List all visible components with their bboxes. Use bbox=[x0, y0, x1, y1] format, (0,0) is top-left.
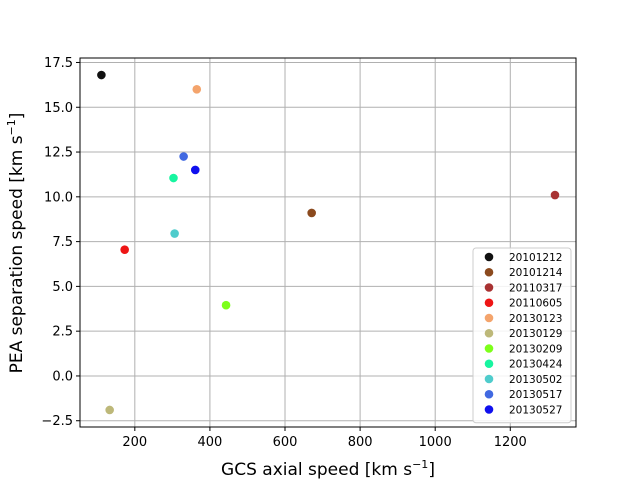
legend-entry: 20130424 bbox=[509, 359, 563, 371]
legend-marker bbox=[484, 374, 494, 384]
legend-marker bbox=[484, 252, 494, 262]
legend-entry: 20130502 bbox=[509, 374, 562, 386]
data-points bbox=[97, 70, 560, 415]
legend-marker bbox=[484, 359, 494, 369]
legend-marker bbox=[484, 298, 494, 308]
y-axis-label-end: ] bbox=[7, 113, 27, 120]
data-point-20110605 bbox=[120, 245, 129, 254]
x-axis-label-end: ] bbox=[428, 460, 435, 480]
legend-entry: 20101214 bbox=[509, 267, 563, 279]
y-tick-label: 7.5 bbox=[52, 235, 73, 250]
legend-marker bbox=[484, 267, 494, 277]
legend-marker bbox=[484, 389, 494, 399]
x-axis-ticks: 200 400 600 800 1000 1200 bbox=[122, 427, 527, 450]
y-tick-label: 10.0 bbox=[44, 190, 73, 205]
x-tick-label: 800 bbox=[348, 435, 373, 450]
legend-entry: 20130123 bbox=[509, 313, 562, 325]
legend-box bbox=[472, 247, 572, 424]
data-point-20101214 bbox=[307, 208, 316, 218]
legend-entry: 20110605 bbox=[509, 298, 562, 310]
x-tick-label: 1200 bbox=[494, 435, 527, 450]
legend-entry: 20130527 bbox=[509, 404, 562, 416]
x-tick-label: 1000 bbox=[419, 435, 452, 450]
legend-marker bbox=[484, 283, 494, 292]
legend-marker bbox=[484, 328, 494, 338]
y-tick-label: 2.5 bbox=[52, 325, 73, 340]
legend-entry: 20130209 bbox=[509, 343, 562, 355]
legend-marker bbox=[484, 313, 494, 323]
y-tick-label: 17.5 bbox=[44, 56, 73, 71]
legend-marker bbox=[484, 405, 494, 414]
data-point-20130129 bbox=[105, 405, 114, 415]
legend-entry: 20110317 bbox=[509, 282, 562, 294]
legend-entry: 20130129 bbox=[509, 328, 562, 340]
data-point-20130424 bbox=[169, 173, 178, 183]
x-axis-label-main: GCS axial speed [km s bbox=[221, 460, 412, 480]
y-tick-label: 5.0 bbox=[52, 280, 73, 295]
y-axis-label-sup: −1 bbox=[5, 119, 18, 135]
y-tick-label: 0.0 bbox=[52, 369, 73, 384]
data-point-20130517 bbox=[179, 152, 188, 161]
x-tick-label: 200 bbox=[122, 435, 147, 450]
legend-entry: 20101212 bbox=[509, 252, 562, 264]
y-axis-ticks: −2.5 0.0 2.5 5.0 7.5 10.0 12.5 15.0 17.5 bbox=[41, 56, 80, 429]
legend-marker bbox=[484, 344, 494, 353]
y-axis-label-main: PEA separation speed [km s bbox=[7, 135, 27, 373]
x-axis-label: GCS axial speed [km s−1] bbox=[221, 458, 435, 480]
y-tick-label: 12.5 bbox=[44, 146, 73, 161]
data-point-20130123 bbox=[192, 85, 202, 94]
grid-lines bbox=[80, 58, 576, 427]
x-axis-label-sup: −1 bbox=[412, 458, 428, 471]
data-point-20110317 bbox=[550, 190, 560, 200]
x-tick-label: 400 bbox=[197, 435, 222, 450]
legend: 20101212 20101214 20110317 20110605 20130123… bbox=[472, 247, 572, 424]
data-point-20130209 bbox=[221, 300, 231, 310]
data-point-20130527 bbox=[190, 165, 200, 175]
y-tick-label: −2.5 bbox=[41, 414, 73, 429]
data-point-20130502 bbox=[170, 229, 179, 238]
y-tick-label: 15.0 bbox=[44, 101, 73, 116]
data-point-20101212 bbox=[97, 70, 106, 80]
legend-entry: 20130517 bbox=[509, 389, 562, 401]
plot-frame bbox=[79, 57, 577, 428]
x-tick-label: 600 bbox=[273, 435, 298, 450]
y-axis-label: PEA separation speed [km s−1] bbox=[5, 113, 27, 374]
